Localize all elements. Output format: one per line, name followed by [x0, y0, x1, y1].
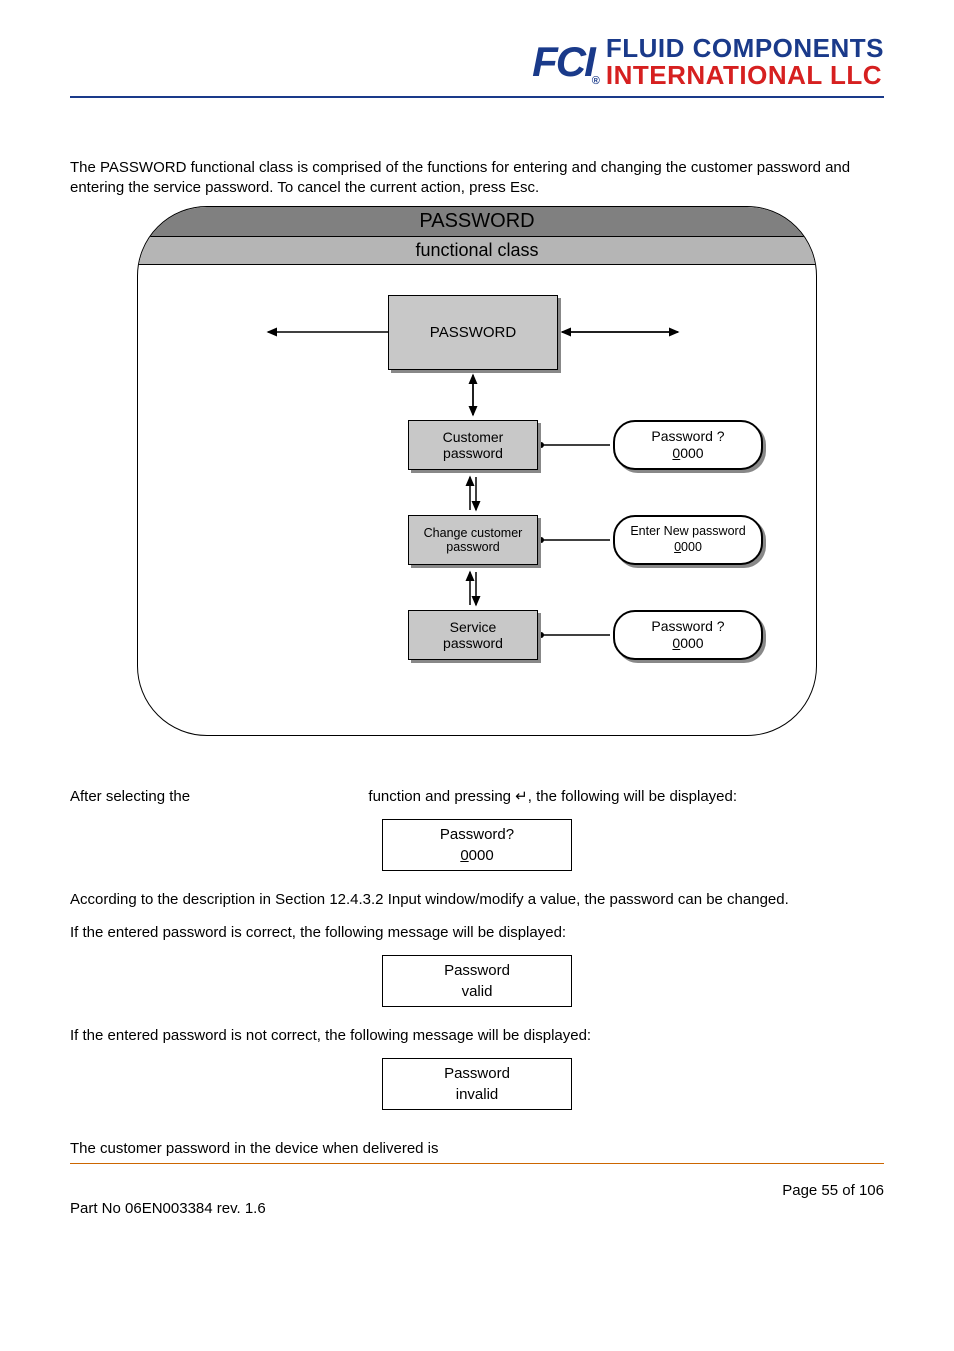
diagram-subtitle: functional class	[138, 237, 816, 265]
password-diagram: PASSWORD functional class	[137, 206, 817, 736]
box3-l2: invalid	[383, 1084, 571, 1105]
node-pw2-l1: Enter New password	[615, 524, 761, 540]
company-logo: FCI® FLUID COMPONENTS INTERNATIONAL LLC	[532, 35, 884, 90]
display-password-prompt: Password? 0000	[382, 819, 572, 871]
logo-text-block: FLUID COMPONENTS INTERNATIONAL LLC	[606, 35, 884, 90]
page-footer: Part No 06EN003384 rev. 1.6 Page 55 of 1…	[70, 1182, 884, 1199]
node-enter-new-password: Enter New password 0000	[613, 515, 763, 565]
diagram-body: PASSWORD Customer password Change custom…	[138, 265, 816, 735]
node-password-prompt-1: Password ? 0000	[613, 420, 763, 470]
paragraph-default-password: The customer password in the device when…	[70, 1138, 884, 1159]
display-password-valid: Password valid	[382, 955, 572, 1007]
node-svc-l1: Service	[409, 619, 537, 635]
intro-paragraph: The PASSWORD functional class is compris…	[70, 158, 884, 199]
logo-mark: FCI®	[532, 41, 600, 83]
box2-l1: Password	[383, 960, 571, 981]
node-chg-l1: Change customer	[409, 526, 537, 540]
logo-fci-text: FCI	[532, 38, 594, 85]
node-pw1-l1: Password ?	[615, 428, 761, 446]
node-cust-l2: password	[409, 445, 537, 461]
node-pw1-l2: 0000	[615, 445, 761, 463]
display-password-invalid: Password invalid	[382, 1058, 572, 1110]
registered-icon: ®	[592, 75, 598, 87]
node-pw2-l2: 0000	[615, 540, 761, 556]
node-password-root: PASSWORD	[388, 295, 558, 370]
node-pw3-l2: 0000	[615, 635, 761, 653]
footer-rule	[70, 1163, 884, 1164]
node-customer-password: Customer password	[408, 420, 538, 470]
box3-l1: Password	[383, 1063, 571, 1084]
node-service-password: Service password	[408, 610, 538, 660]
node-pw3-l1: Password ?	[615, 618, 761, 636]
node-password-prompt-2: Password ? 0000	[613, 610, 763, 660]
node-cust-l1: Customer	[409, 429, 537, 445]
paragraph-reference: According to the description in Section …	[70, 889, 884, 910]
footer-part-number: Part No 06EN003384 rev. 1.6	[70, 1200, 266, 1217]
node-change-customer-password: Change customer password	[408, 515, 538, 565]
logo-line-2: INTERNATIONAL LLC	[606, 62, 884, 89]
footer-page-number: Page 55 of 106	[782, 1182, 884, 1199]
box1-l2: 0000	[383, 845, 571, 866]
node-root-label: PASSWORD	[389, 324, 557, 341]
page-container: FCI® FLUID COMPONENTS INTERNATIONAL LLC …	[0, 0, 954, 1219]
diagram-wrapper: PASSWORD functional class	[70, 206, 884, 736]
para1-suffix: function and pressing ↵, the following w…	[368, 788, 737, 805]
para1-prefix: After selecting the	[70, 788, 190, 805]
box1-l1: Password?	[383, 824, 571, 845]
node-svc-l2: password	[409, 635, 537, 651]
node-chg-l2: password	[409, 540, 537, 554]
paragraph-incorrect: If the entered password is not correct, …	[70, 1025, 884, 1046]
box2-l2: valid	[383, 981, 571, 1002]
diagram-title: PASSWORD	[138, 207, 816, 237]
paragraph-after-selecting: After selecting the function and pressin…	[70, 786, 884, 807]
logo-line-1: FLUID COMPONENTS	[606, 35, 884, 62]
paragraph-correct: If the entered password is correct, the …	[70, 922, 884, 943]
page-header: FCI® FLUID COMPONENTS INTERNATIONAL LLC	[70, 35, 884, 98]
